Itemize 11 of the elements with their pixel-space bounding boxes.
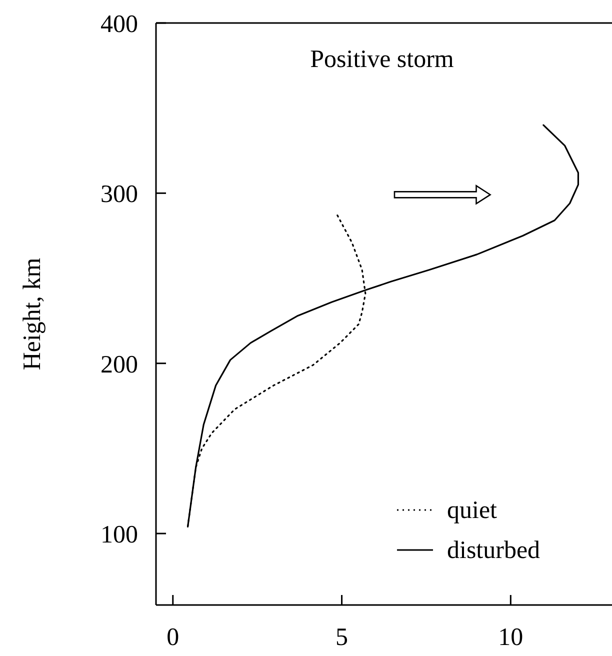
legend-label: disturbed (447, 537, 541, 564)
x-tick-label: 10 (498, 624, 524, 651)
x-tick-label: 0 (166, 624, 180, 651)
y-tick-label: 400 (100, 11, 138, 38)
y-tick-label: 200 (100, 351, 138, 378)
y-axis-title: Height, km (19, 257, 46, 370)
legend-label: quiet (447, 497, 498, 524)
y-tick-label: 100 (100, 522, 138, 549)
text: Positive storm (310, 46, 454, 73)
y-tick-label: 300 (100, 181, 138, 208)
x-tick-label: 5 (336, 624, 348, 651)
